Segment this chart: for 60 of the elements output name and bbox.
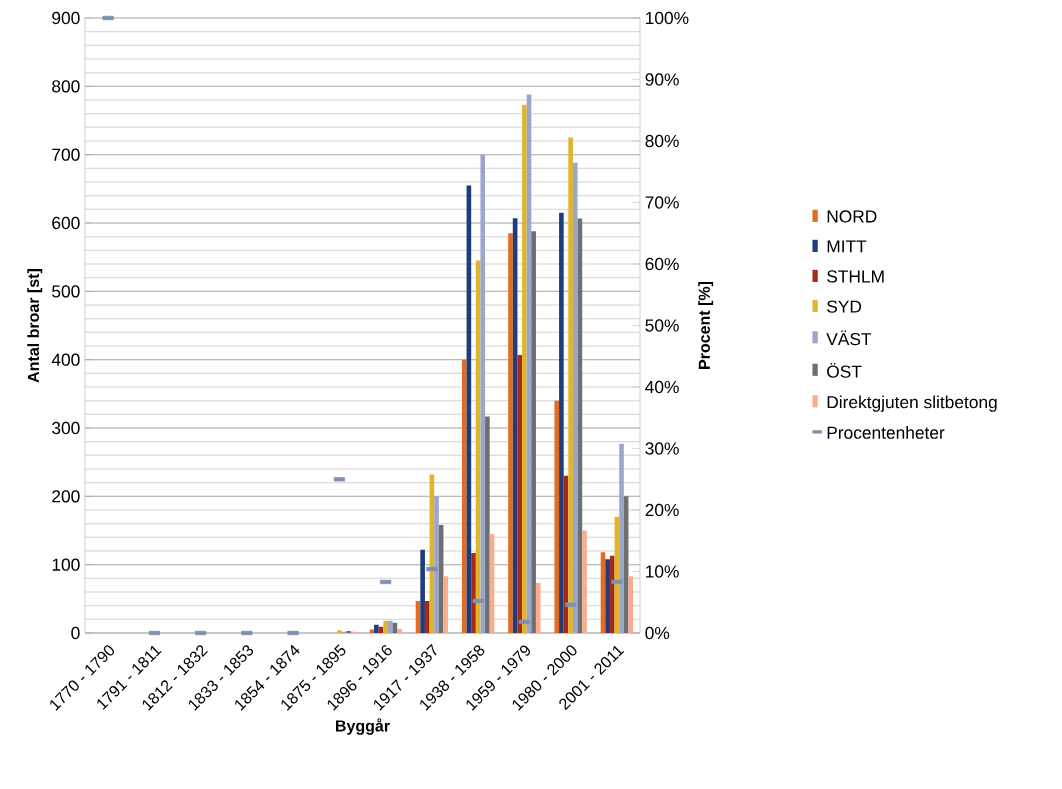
legend-label: SYD bbox=[827, 300, 862, 313]
y2-tick-label: 100% bbox=[646, 11, 689, 25]
bar bbox=[443, 576, 449, 633]
x-axis-title: Byggår bbox=[336, 718, 390, 735]
y2-axis-title: Procent [%] bbox=[698, 281, 714, 369]
bar bbox=[397, 628, 402, 633]
bar bbox=[554, 400, 560, 633]
y2-tick-label: 30% bbox=[645, 442, 679, 455]
bar bbox=[559, 212, 564, 633]
y2-tick-label: 20% bbox=[645, 503, 679, 517]
y2-tick-label: 50% bbox=[645, 319, 679, 332]
bar bbox=[337, 630, 342, 633]
bar bbox=[471, 553, 476, 633]
y2-tick-label: 70% bbox=[645, 196, 679, 209]
y2-tick-label: 60% bbox=[645, 257, 679, 271]
legend-label: NORD bbox=[827, 210, 877, 223]
y-tick-label: 400 bbox=[51, 353, 80, 366]
bar bbox=[522, 104, 527, 633]
bar bbox=[568, 137, 573, 633]
bar bbox=[572, 162, 578, 633]
legend-label: Direktgjuten slitbetong bbox=[827, 395, 997, 412]
y-tick-label: 100 bbox=[52, 558, 80, 571]
legend-label: ÖST bbox=[827, 363, 862, 378]
bar bbox=[374, 624, 379, 633]
legend-label: MITT bbox=[827, 240, 867, 253]
legend-label: STHLM bbox=[827, 270, 884, 283]
bar bbox=[582, 530, 587, 633]
bar bbox=[531, 231, 536, 633]
bar bbox=[383, 620, 388, 633]
y-tick-label: 300 bbox=[52, 421, 80, 435]
y2-tick-label: 0% bbox=[645, 626, 670, 640]
bar bbox=[508, 233, 513, 633]
bar bbox=[605, 559, 610, 633]
y-tick-label: 0 bbox=[71, 626, 80, 640]
bar bbox=[346, 630, 351, 633]
y-axis-title: Antal broar [st] bbox=[27, 269, 43, 383]
y2-tick-label: 80% bbox=[645, 134, 679, 148]
y-tick-label: 700 bbox=[52, 148, 80, 161]
legend-label: VÄST bbox=[826, 330, 872, 346]
bar bbox=[619, 443, 624, 633]
bar bbox=[434, 496, 439, 633]
y2-tick-label: 10% bbox=[646, 565, 679, 578]
bar bbox=[535, 583, 541, 633]
y2-tick-label: 40% bbox=[645, 380, 679, 394]
bar bbox=[609, 555, 615, 633]
y-tick-label: 600 bbox=[52, 216, 80, 230]
bar bbox=[628, 576, 634, 633]
bar bbox=[485, 416, 490, 633]
bar bbox=[517, 354, 523, 633]
bar bbox=[424, 600, 430, 633]
bar bbox=[387, 620, 393, 633]
legend-label: Procentenheter bbox=[827, 426, 945, 439]
y2-tick-label: 90% bbox=[645, 73, 679, 86]
bar bbox=[420, 549, 425, 633]
y-tick-label: 900 bbox=[52, 11, 80, 25]
bar bbox=[480, 154, 486, 633]
y-tick-label: 500 bbox=[52, 285, 80, 298]
y-tick-label: 800 bbox=[52, 80, 80, 93]
y-tick-label: 200 bbox=[52, 490, 80, 503]
bar bbox=[461, 359, 467, 633]
